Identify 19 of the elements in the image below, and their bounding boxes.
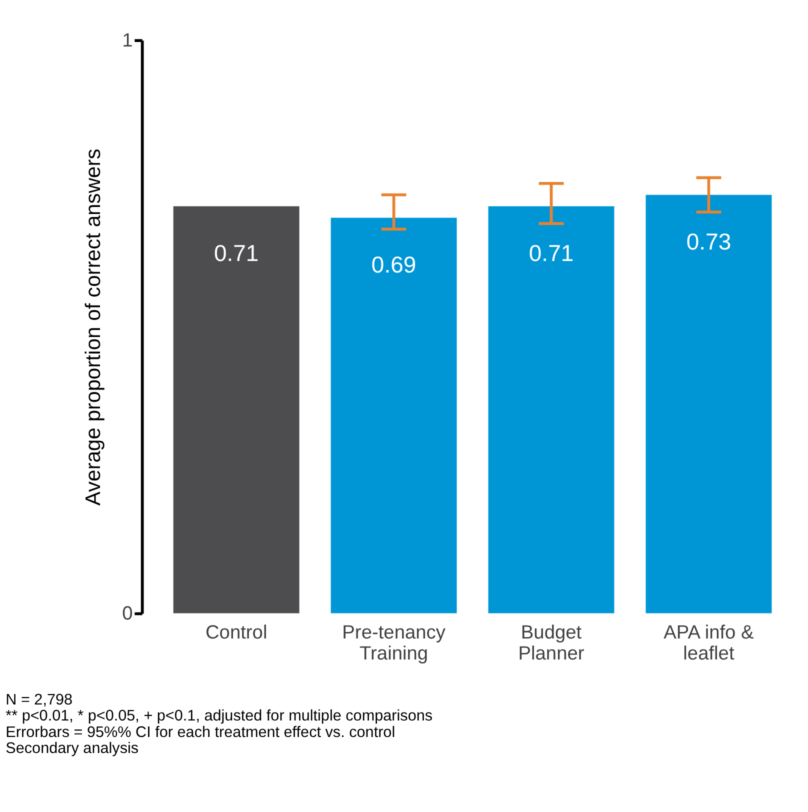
x-tick-label: APA info & leaflet: [664, 622, 754, 665]
y-axis-title: Average proportion of correct answers: [82, 148, 106, 506]
bar: [488, 206, 614, 614]
bar: [330, 218, 457, 614]
text: N = 2,798: [6, 691, 73, 708]
data-label: 0.69: [371, 251, 416, 278]
data-label: 0.73: [686, 228, 732, 254]
text: Errorbars = 95%% CI for each treatment effect vs. control: [6, 724, 396, 741]
text: ** p<0.01, * p<0.05, + p<0.1, adjusted for multiple comparisons: [6, 708, 433, 725]
y-tick-label: 1: [122, 30, 133, 52]
bar: [646, 194, 772, 614]
x-tick-label: Pre-tenancy Training: [342, 622, 446, 665]
data-label: 0.71: [528, 240, 574, 266]
x-tick-label: Budget Planner: [518, 622, 585, 665]
y-tick-label: 0: [122, 603, 133, 624]
data-label: 0.71: [214, 240, 259, 266]
text: Secondary analysis: [6, 740, 139, 758]
bar: [173, 206, 300, 614]
x-tick-label: Control: [205, 622, 268, 644]
